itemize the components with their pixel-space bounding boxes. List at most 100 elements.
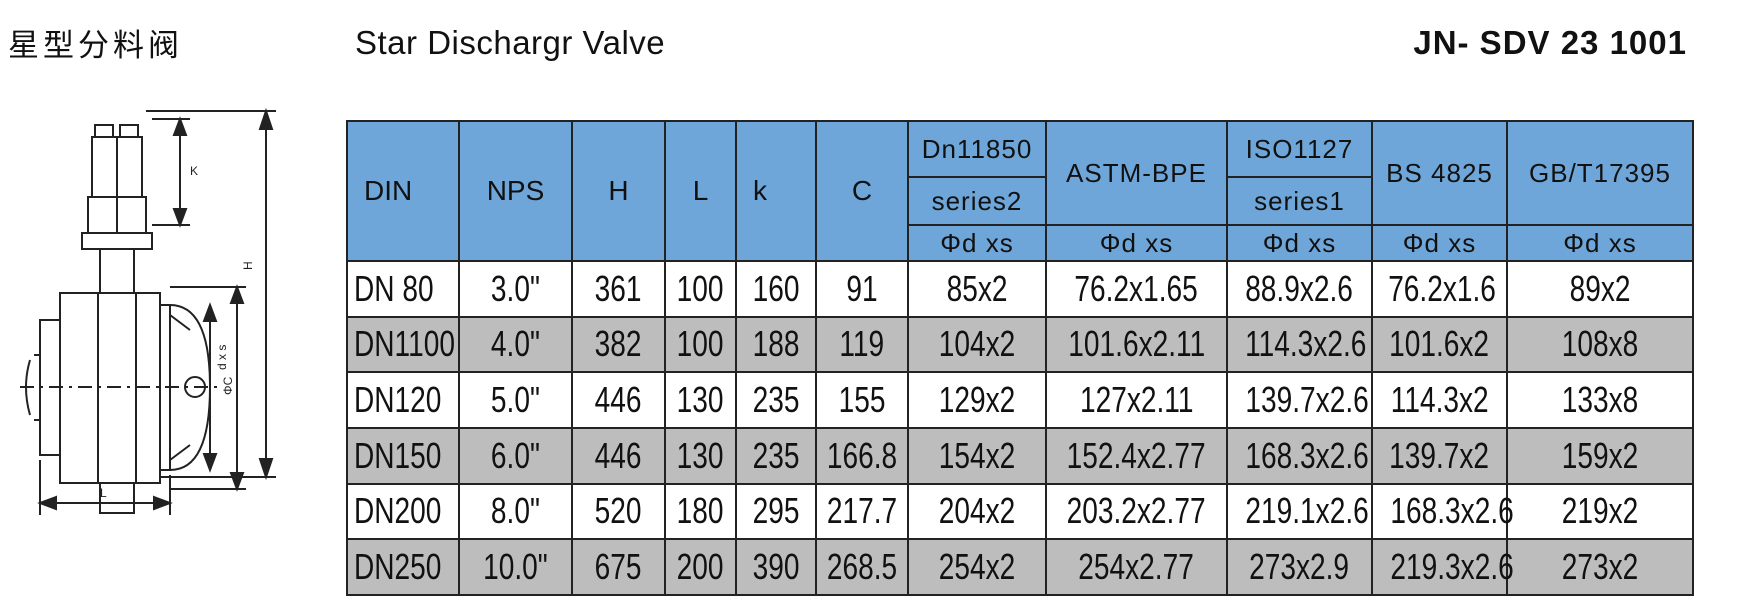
- cell-din: DN1100: [354, 323, 455, 365]
- cell-nps: 5.0": [490, 379, 540, 421]
- cell-bs4825: 101.6x2: [1389, 323, 1490, 365]
- cell-l: 100: [677, 323, 724, 365]
- spec-table: DIN NPS H L k C Dn11850 ASTM-BPE ISO1127…: [346, 120, 1694, 596]
- cell-bs4825: 139.7x2: [1389, 434, 1490, 476]
- cell-dn11850: 204x2: [938, 490, 1016, 532]
- dim-label-h: H: [241, 261, 255, 270]
- cell-k: 188: [752, 323, 800, 365]
- cell-astm: 203.2x2.77: [1067, 490, 1206, 532]
- dim-label-l: L: [100, 486, 107, 500]
- header-bs4825: BS 4825: [1371, 120, 1508, 226]
- cell-c: 268.5: [826, 546, 898, 588]
- cell-iso1127: 114.3x2.6: [1245, 323, 1367, 365]
- cell-k: 390: [752, 546, 800, 588]
- cell-c: 91: [846, 267, 878, 309]
- header-nps: NPS: [458, 120, 573, 262]
- table-row: DN120 5.0" 446 130 235 155 129x2 127x2.1…: [346, 371, 1694, 429]
- cell-gbt17395: 159x2: [1561, 434, 1639, 476]
- cell-bs4825: 219.3x2.6: [1390, 546, 1514, 588]
- cell-dn11850: 154x2: [938, 434, 1016, 476]
- cell-astm: 254x2.77: [1078, 546, 1195, 588]
- header-iso1127-series: series1: [1226, 176, 1373, 226]
- cell-iso1127: 139.7x2.6: [1245, 379, 1369, 421]
- cell-astm: 101.6x2.11: [1068, 323, 1205, 365]
- cell-astm: 76.2x1.65: [1074, 267, 1199, 309]
- cell-nps: 3.0": [490, 267, 540, 309]
- header-din: DIN: [346, 120, 460, 262]
- header-c: C: [815, 120, 909, 262]
- cell-h: 446: [595, 379, 642, 421]
- cell-dn11850: 104x2: [938, 323, 1016, 365]
- cell-bs4825: 114.3x2: [1390, 379, 1489, 421]
- cell-l: 130: [677, 379, 724, 421]
- cell-nps: 4.0": [490, 323, 540, 365]
- cell-c: 119: [839, 323, 885, 365]
- valve-technical-drawing: K H d x s ΦC L: [20, 107, 276, 515]
- cell-astm: 127x2.11: [1079, 379, 1194, 421]
- cell-din: DN 80: [354, 267, 434, 309]
- cell-dn11850: 85x2: [946, 267, 1008, 309]
- cell-dn11850: 129x2: [938, 379, 1016, 421]
- cell-k: 295: [752, 490, 800, 532]
- cell-gbt17395: 219x2: [1561, 490, 1639, 532]
- cell-l: 130: [677, 434, 724, 476]
- table-row: DN250 10.0" 675 200 390 268.5 254x2 254x…: [346, 538, 1694, 596]
- unit-astm: Φd xs: [1045, 224, 1228, 262]
- cell-c: 217.7: [826, 490, 898, 532]
- title-english: Star Dischargr Valve: [355, 24, 666, 61]
- cell-gbt17395: 89x2: [1569, 267, 1631, 309]
- cell-h: 446: [595, 434, 642, 476]
- cell-bs4825: 76.2x1.6: [1388, 267, 1496, 309]
- dim-label-dxs: d x s: [215, 345, 229, 370]
- dim-label-c: ΦC: [221, 376, 235, 395]
- cell-k: 160: [752, 267, 800, 309]
- dim-label-k: K: [190, 164, 198, 178]
- cell-h: 361: [595, 267, 642, 309]
- cell-din: DN200: [354, 490, 442, 532]
- cell-astm: 152.4x2.77: [1067, 434, 1206, 476]
- cell-gbt17395: 108x8: [1561, 323, 1639, 365]
- table-row: DN 80 3.0" 361 100 160 91 85x2 76.2x1.65…: [346, 260, 1694, 318]
- unit-iso1127: Φd xs: [1226, 224, 1373, 262]
- unit-bs4825: Φd xs: [1371, 224, 1508, 262]
- header-gbt17395: GB/T17395: [1506, 120, 1694, 226]
- title-chinese: 星型分料阀: [8, 28, 183, 64]
- cell-h: 382: [595, 323, 642, 365]
- cell-h: 675: [595, 546, 642, 588]
- header-k: k: [735, 120, 817, 262]
- cell-din: DN250: [354, 546, 442, 588]
- cell-din: DN120: [354, 379, 442, 421]
- header-l: L: [664, 120, 737, 262]
- table-row: DN1100 4.0" 382 100 188 119 104x2 101.6x…: [346, 315, 1694, 374]
- cell-dn11850: 254x2: [938, 546, 1016, 588]
- header-dn11850-series: series2: [907, 176, 1047, 226]
- table-row: DN200 8.0" 520 180 295 217.7 204x2 203.2…: [346, 482, 1694, 541]
- cell-iso1127: 168.3x2.6: [1245, 434, 1369, 476]
- cell-iso1127: 219.1x2.6: [1245, 490, 1369, 532]
- unit-dn11850: Φd xs: [907, 224, 1047, 262]
- cell-gbt17395: 273x2: [1561, 546, 1639, 588]
- cell-bs4825: 168.3x2.6: [1390, 490, 1514, 532]
- cell-iso1127: 273x2.9: [1249, 546, 1350, 588]
- cell-h: 520: [595, 490, 642, 532]
- cell-gbt17395: 133x8: [1561, 379, 1639, 421]
- cell-c: 155: [838, 379, 886, 421]
- cell-nps: 6.0": [490, 434, 540, 476]
- cell-l: 200: [677, 546, 724, 588]
- product-code: JN- SDV 23 1001: [1413, 24, 1687, 61]
- header-h: H: [571, 120, 666, 262]
- cell-iso1127: 88.9x2.6: [1245, 267, 1354, 309]
- table-row: DN150 6.0" 446 130 235 166.8 154x2 152.4…: [346, 426, 1694, 485]
- cell-c: 166.8: [826, 434, 898, 476]
- cell-k: 235: [752, 379, 800, 421]
- header-astm: ASTM-BPE: [1045, 120, 1228, 226]
- cell-l: 100: [677, 267, 724, 309]
- header-iso1127: ISO1127: [1226, 120, 1373, 178]
- unit-gbt17395: Φd xs: [1506, 224, 1694, 262]
- cell-nps: 8.0": [490, 490, 540, 532]
- cell-k: 235: [752, 434, 800, 476]
- cell-nps: 10.0": [483, 546, 548, 588]
- header-dn11850: Dn11850: [907, 120, 1047, 178]
- cell-din: DN150: [354, 434, 442, 476]
- cell-l: 180: [677, 490, 724, 532]
